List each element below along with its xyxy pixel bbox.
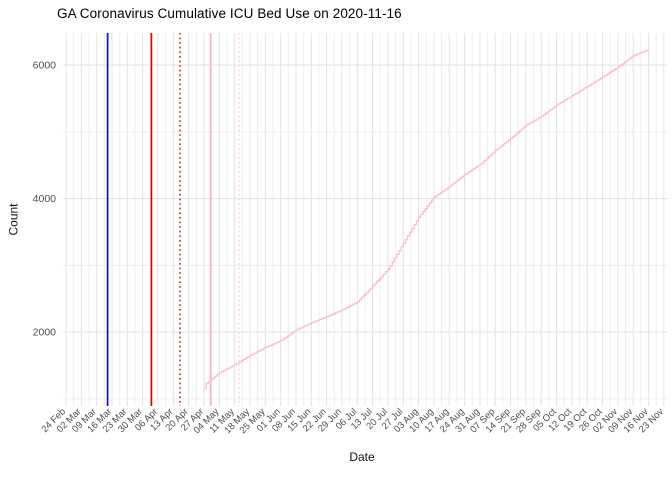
y-tick-label: 6000	[33, 60, 57, 72]
gridlines	[63, 33, 668, 406]
y-axis-title: Count	[6, 203, 21, 236]
y-tick-label: 2000	[33, 327, 57, 339]
reference-lines	[106, 33, 240, 406]
x-axis-title: Date	[349, 450, 375, 464]
y-axis-tick-labels: 2000 4000 6000	[33, 60, 57, 339]
chart-title: GA Coronavirus Cumulative ICU Bed Use on…	[57, 6, 402, 21]
cumulative-icu-bed-use-line	[204, 49, 650, 390]
y-tick-label: 4000	[33, 193, 57, 205]
